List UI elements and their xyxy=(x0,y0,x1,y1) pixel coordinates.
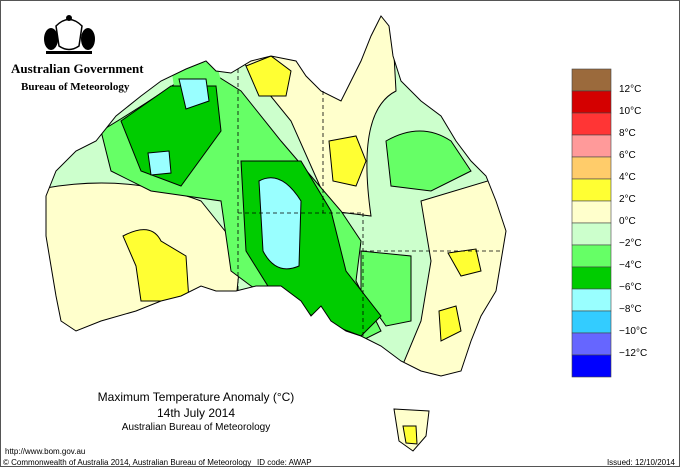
region-cyan-kimberley xyxy=(178,78,210,110)
legend-label: 8°C xyxy=(619,128,636,139)
issued-date: Issued: 12/10/2014 xyxy=(606,458,675,467)
legend-swatch xyxy=(571,156,612,180)
legend-swatch xyxy=(571,178,612,202)
region-nw-dark-green xyxy=(120,85,222,187)
legend-label: −4°C xyxy=(619,260,642,271)
legend-label: −12°C xyxy=(619,348,648,359)
legend-swatch xyxy=(571,90,612,114)
legend-label: 4°C xyxy=(619,172,636,183)
url-link[interactable]: http://www.bom.gov.au xyxy=(5,447,86,456)
legend-label: −10°C xyxy=(619,326,648,337)
legend-swatch xyxy=(571,354,612,378)
legend-swatch xyxy=(571,288,612,312)
region-east-green xyxy=(385,130,472,192)
mainland-outline xyxy=(45,15,507,377)
legend-label: 12°C xyxy=(619,84,642,95)
legend-swatch xyxy=(571,310,612,334)
region-yellow-3 xyxy=(328,135,367,187)
bureau-name: Bureau of Meteorology xyxy=(21,81,130,93)
legend-label: 6°C xyxy=(619,150,636,161)
region-yellow-2 xyxy=(245,55,292,97)
region-yellow-4 xyxy=(447,248,482,277)
legend-swatch xyxy=(571,112,612,136)
copyright: © Commonwealth of Australia 2014, Austra… xyxy=(3,458,252,467)
region-cyan-pilbara xyxy=(147,150,172,176)
legend-label: −2°C xyxy=(619,238,642,249)
legend-swatch xyxy=(571,222,612,246)
legend-label: 10°C xyxy=(619,106,642,117)
legend-label: −8°C xyxy=(619,304,642,315)
map-title: Maximum Temperature Anomaly (°C) xyxy=(97,390,295,404)
legend-bar xyxy=(571,68,612,378)
legend-label: −6°C xyxy=(619,282,642,293)
legend-swatch xyxy=(571,332,612,356)
region-yellow-5 xyxy=(438,305,462,342)
org-name: Australian Government xyxy=(11,61,144,76)
map-date: 14th July 2014 xyxy=(156,406,236,420)
legend-swatch xyxy=(571,244,612,268)
legend-swatch xyxy=(571,266,612,290)
legend-label: 0°C xyxy=(619,216,636,227)
crest-logo xyxy=(44,15,95,54)
map-source: Australian Bureau of Meteorology xyxy=(121,422,271,433)
legend-swatch xyxy=(571,134,612,158)
tasmania xyxy=(393,408,430,452)
legend-label: 2°C xyxy=(619,194,636,205)
legend-swatch xyxy=(571,200,612,224)
id-code: ID code: AWAP xyxy=(257,458,312,467)
region-cyan-central xyxy=(258,177,302,270)
state-borders xyxy=(237,69,501,339)
legend-swatch xyxy=(571,68,612,92)
